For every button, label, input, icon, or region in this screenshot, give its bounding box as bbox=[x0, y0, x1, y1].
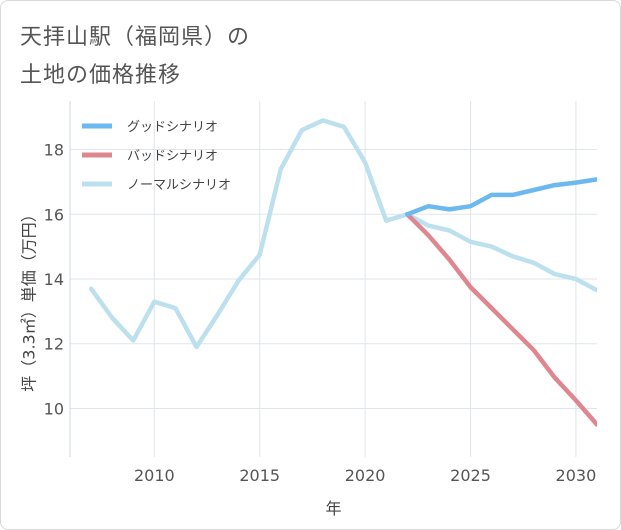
y-tick-label: 14 bbox=[44, 270, 64, 289]
legend-label: グッドシナリオ bbox=[127, 120, 218, 135]
x-tick-label: 2025 bbox=[450, 466, 491, 485]
series-line-2 bbox=[88, 118, 597, 350]
x-tick-label: 2015 bbox=[239, 466, 280, 485]
x-tick-label: 2020 bbox=[345, 466, 386, 485]
chart-title-line2: 土地の価格推移 bbox=[20, 63, 182, 88]
series-lines bbox=[88, 118, 597, 427]
y-tick-label: 10 bbox=[44, 399, 64, 418]
y-axis-title: 坪（3.3㎡）単価（万円） bbox=[20, 206, 39, 391]
series-line-1 bbox=[405, 212, 597, 427]
y-tick-label: 12 bbox=[44, 335, 64, 354]
x-tick-label: 2030 bbox=[556, 466, 597, 485]
x-tick-label: 2010 bbox=[134, 466, 175, 485]
y-tick-label: 18 bbox=[44, 141, 64, 160]
legend-label: ノーマルシナリオ bbox=[127, 178, 231, 193]
legend-label: バッドシナリオ bbox=[127, 149, 218, 164]
axes: 2010 2015 2020 2025 2030 10 12 14 16 18 bbox=[44, 101, 597, 485]
x-axis-title: 年 bbox=[325, 499, 341, 518]
y-tick-label: 16 bbox=[44, 205, 64, 224]
series-line-0 bbox=[405, 177, 597, 217]
chart-title-line1: 天拝山駅（福岡県）の bbox=[20, 25, 251, 50]
